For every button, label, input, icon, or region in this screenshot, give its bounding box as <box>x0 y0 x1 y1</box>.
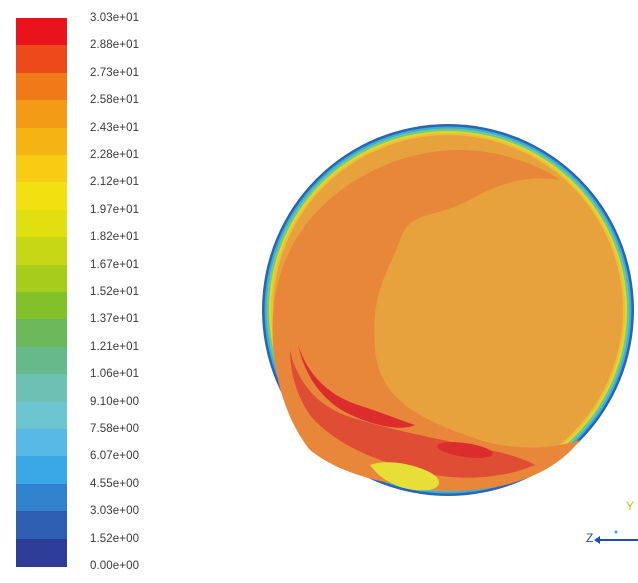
legend-tick-label: 1.37e+01 <box>90 313 140 326</box>
legend-tick-label: 6.07e+00 <box>90 450 140 463</box>
legend-tick-label: 4.55e+00 <box>90 477 140 490</box>
legend-tick-label: 1.97e+01 <box>90 203 140 216</box>
legend-swatch <box>16 237 67 266</box>
legend-swatch <box>16 127 67 156</box>
legend-swatch <box>16 346 67 375</box>
legend-swatch <box>16 429 67 457</box>
legend-tick-label: 1.52e+00 <box>90 532 140 545</box>
color-legend: 3.03e+01 2.88e+01 2.73e+01 2.58e+01 2.43e+01… <box>0 0 200 583</box>
y-axis-label: Y <box>626 499 635 513</box>
legend-tick-label: 3.03e+01 <box>90 12 140 24</box>
axis-triad: Y Z <box>586 496 638 546</box>
legend-swatch <box>16 456 67 485</box>
legend-tick-label: 3.03e+00 <box>90 505 140 518</box>
legend-tick-label: 0.00e+00 <box>90 560 140 572</box>
z-axis-arrowhead <box>594 536 600 544</box>
legend-swatch <box>16 209 67 238</box>
legend-swatch <box>16 538 67 567</box>
legend-swatch <box>16 100 67 129</box>
legend-swatch <box>16 511 67 540</box>
axis-arrows <box>594 530 638 544</box>
legend-tick-label: 2.58e+01 <box>90 94 140 107</box>
legend-swatch <box>16 483 67 512</box>
legend-tick-label: 1.06e+01 <box>90 368 140 381</box>
contour-hotspot <box>437 442 493 458</box>
legend-tick-label: 1.82e+01 <box>90 231 140 244</box>
contour-region-peak <box>298 345 415 428</box>
legend-tick-label: 2.88e+01 <box>90 39 140 52</box>
legend-tick-label: 2.43e+01 <box>90 121 140 134</box>
legend-tick-label: 2.28e+01 <box>90 149 140 161</box>
contour-plot <box>262 124 634 496</box>
contour-region-bright <box>370 462 440 491</box>
legend-swatch <box>16 18 67 46</box>
legend-swatch <box>16 292 67 320</box>
legend-tick-label: 1.52e+01 <box>90 286 140 298</box>
legend-swatch <box>16 155 67 183</box>
legend-tick-label: 1.21e+01 <box>90 340 140 353</box>
legend-swatch <box>16 182 67 211</box>
legend-swatch <box>16 374 67 403</box>
legend-tick-label: 7.58e+00 <box>90 423 140 435</box>
legend-tick-label: 9.10e+00 <box>90 395 140 408</box>
contour-region-hot <box>290 350 535 478</box>
legend-tick-label: 1.67e+01 <box>90 258 140 271</box>
legend-tick-label: 2.73e+01 <box>90 66 140 79</box>
z-axis-label: Z <box>586 531 594 545</box>
legend-swatch <box>16 319 67 348</box>
legend-swatch <box>16 72 67 101</box>
legend-swatch <box>16 45 67 74</box>
legend-swatch <box>16 264 67 293</box>
legend-swatch <box>16 401 67 430</box>
axis-origin-dot <box>614 530 618 534</box>
legend-tick-label: 2.12e+01 <box>90 176 140 189</box>
